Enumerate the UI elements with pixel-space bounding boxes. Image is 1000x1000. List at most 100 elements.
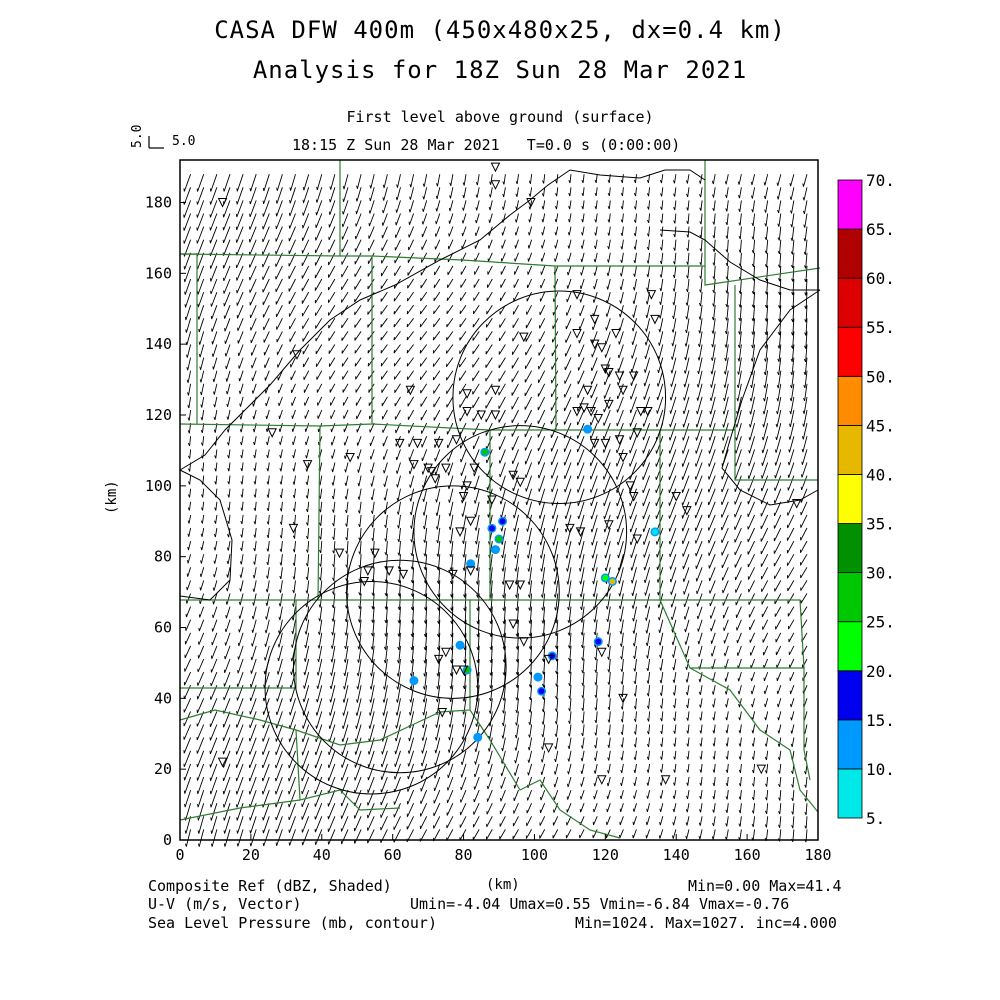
colorbar-label: 15. xyxy=(866,711,895,730)
station-markers xyxy=(217,162,802,785)
station-marker xyxy=(519,637,529,647)
footer-wind-range: Umin=-4.04 Umax=0.55 Vmin=-6.84 Vmax=-0.… xyxy=(410,895,790,913)
echo-core xyxy=(534,674,541,681)
county-line xyxy=(295,729,401,811)
y-axis-ticks: 0 20 40 60 80 100 120 140 160 180 xyxy=(145,194,186,849)
colorbar-swatch xyxy=(837,277,863,328)
y-tick-label: 40 xyxy=(154,689,172,707)
footer-pressure-range: Min=1024. Max=1027. inc=4.000 xyxy=(575,914,837,932)
station-marker xyxy=(217,198,228,208)
county-line xyxy=(371,160,706,267)
station-marker xyxy=(660,775,671,785)
county-line xyxy=(180,600,297,689)
station-marker xyxy=(384,566,394,576)
vector-scale-label-rotated: 5.0 xyxy=(130,124,145,148)
colorbar-swatch xyxy=(837,424,863,475)
station-marker xyxy=(433,654,444,665)
station-marker xyxy=(604,520,614,530)
station-marker xyxy=(267,428,277,438)
station-marker xyxy=(508,619,518,630)
station-marker xyxy=(359,576,370,587)
colorbar-label: 5. xyxy=(866,809,885,828)
county-line xyxy=(469,709,621,839)
station-marker xyxy=(756,764,767,775)
station-marker xyxy=(490,180,501,190)
station-marker xyxy=(441,647,451,658)
county-line xyxy=(180,253,198,424)
radar-range-ring xyxy=(292,559,507,774)
colorbar-label: 25. xyxy=(866,613,895,632)
x-tick-label: 140 xyxy=(663,846,690,864)
station-marker xyxy=(455,527,465,537)
station-marker xyxy=(646,290,657,300)
station-marker xyxy=(575,527,586,537)
station-marker xyxy=(430,474,441,484)
radar-range-rings xyxy=(264,290,667,795)
station-marker xyxy=(398,569,409,580)
station-marker xyxy=(394,438,405,449)
station-marker xyxy=(589,438,600,449)
x-axis-label: (km) xyxy=(486,877,520,893)
station-marker xyxy=(451,665,462,676)
station-marker xyxy=(589,314,600,325)
pressure-contour xyxy=(179,469,233,601)
radar-range-ring xyxy=(452,290,667,505)
wind-vector-field xyxy=(183,174,808,847)
county-line xyxy=(704,266,821,286)
colorbar-swatch xyxy=(837,179,863,230)
station-marker xyxy=(671,491,682,502)
station-marker xyxy=(292,350,302,360)
station-marker xyxy=(643,406,653,417)
colorbar-swatch xyxy=(837,719,863,770)
station-marker xyxy=(593,414,604,424)
station-marker xyxy=(543,743,554,754)
station-marker xyxy=(628,371,639,382)
vector-scale-key xyxy=(148,136,164,149)
station-marker xyxy=(465,516,476,527)
plot-frame xyxy=(179,159,819,841)
station-marker xyxy=(600,438,611,449)
echo-core xyxy=(538,688,545,695)
echo-core xyxy=(492,546,499,553)
station-marker xyxy=(433,438,444,449)
station-marker xyxy=(604,399,614,410)
colorbar-label: 50. xyxy=(866,367,895,386)
y-tick-label: 140 xyxy=(145,335,172,353)
y-tick-label: 120 xyxy=(145,406,172,424)
title-line-1: CASA DFW 400m (450x480x25, dx=0.4 km) xyxy=(214,16,786,44)
station-marker xyxy=(448,569,458,580)
station-marker xyxy=(582,385,593,396)
y-tick-label: 0 xyxy=(163,831,172,849)
station-marker xyxy=(437,708,448,718)
colorbar-label: 70. xyxy=(866,171,895,190)
station-marker xyxy=(791,499,802,509)
station-marker xyxy=(618,693,628,704)
colorbar-swatch xyxy=(837,326,863,377)
station-marker xyxy=(515,477,526,488)
y-tick-label: 80 xyxy=(154,548,172,566)
station-marker xyxy=(462,406,472,417)
station-marker xyxy=(596,343,607,353)
colorbar-swatch xyxy=(837,768,863,819)
station-marker xyxy=(600,364,611,375)
station-marker xyxy=(409,460,419,470)
echo-core xyxy=(457,642,464,649)
county-line xyxy=(803,668,811,781)
county-line xyxy=(659,430,805,669)
station-marker xyxy=(334,548,345,559)
colorbar-swatch xyxy=(837,375,863,426)
station-marker xyxy=(519,332,529,343)
station-marker xyxy=(572,290,582,300)
wind-vectors xyxy=(183,174,808,847)
colorbar-label: 10. xyxy=(866,760,895,779)
station-marker xyxy=(614,435,625,445)
station-marker xyxy=(462,481,472,491)
colorbar-label: 35. xyxy=(866,515,895,534)
colorbar-label: 40. xyxy=(866,465,895,484)
x-tick-label: 80 xyxy=(455,846,473,864)
y-axis-label: (km) xyxy=(104,480,120,514)
colorbar-swatch xyxy=(837,670,863,721)
station-marker xyxy=(217,757,228,768)
station-marker xyxy=(490,385,501,396)
